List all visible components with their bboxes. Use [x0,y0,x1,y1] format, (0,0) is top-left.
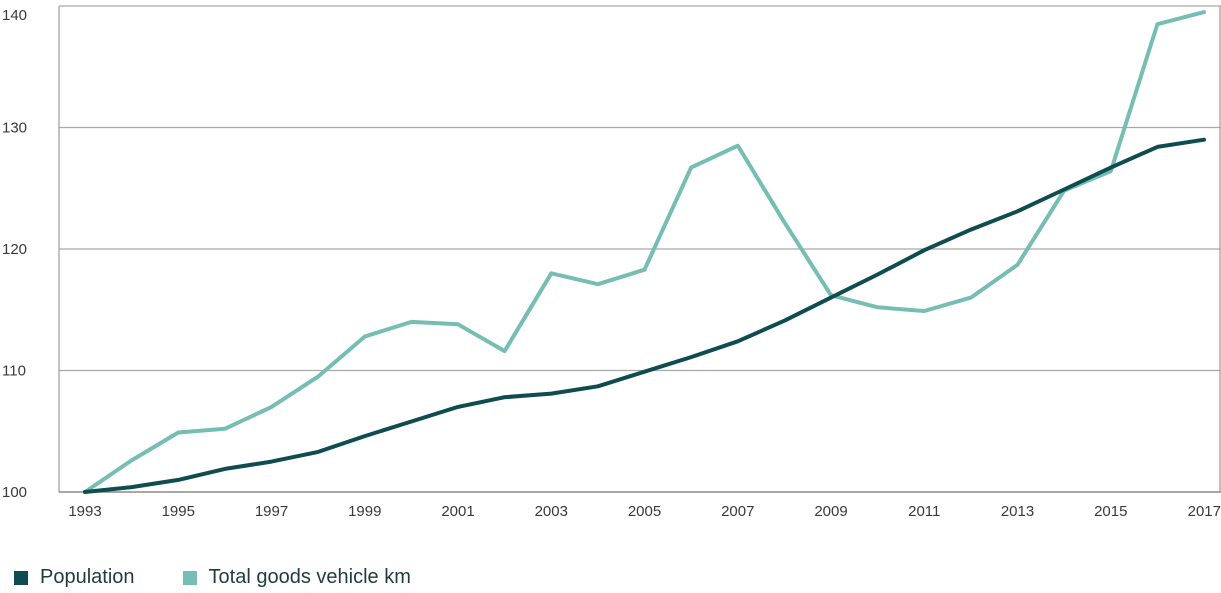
x-tick-label: 2011 [908,503,940,520]
y-tick-label: 110 [2,363,26,380]
population-swatch [14,570,28,585]
x-tick-label: 2001 [441,503,474,520]
x-tick-label: 1995 [162,503,195,520]
x-axis-tick-labels: 1993 1995 1997 1999 2001 2003 2005 2007 2009 2011… [68,503,1221,520]
x-tick-label: 2015 [1094,503,1127,520]
x-tick-label: 2005 [628,503,661,520]
gridlines [58,5,1221,493]
x-tick-label: 2003 [535,503,568,520]
x-tick-label: 1999 [348,503,381,520]
y-axis-tick-labels: 100 110 120 130 140 [2,7,27,501]
y-tick-label: 130 [2,120,27,137]
goods-vehicle-km-swatch [182,570,197,585]
x-tick-label: 2013 [1001,503,1034,520]
y-tick-label: 120 [2,241,27,258]
series-line-population [83,137,1206,494]
x-tick-label: 2017 [1188,503,1221,520]
y-tick-label: 100 [2,484,27,501]
x-tick-label: 2007 [721,503,754,520]
x-tick-label: 2009 [814,503,847,520]
legend-item-population: Population [14,566,135,589]
series-line-goods-vehicle-km [83,10,1206,494]
y-tick-label: 140 [2,7,27,24]
x-tick-label: 1997 [255,503,288,520]
legend-label-population: Population [40,566,135,588]
legend-label-goods-vehicle-km: Total goods vehicle km [208,566,411,588]
x-tick-label: 1993 [68,503,101,520]
legend: Population Total goods vehicle km [14,566,459,589]
series-lines [83,10,1206,494]
legend-item-goods-vehicle-km: Total goods vehicle km [182,566,411,589]
